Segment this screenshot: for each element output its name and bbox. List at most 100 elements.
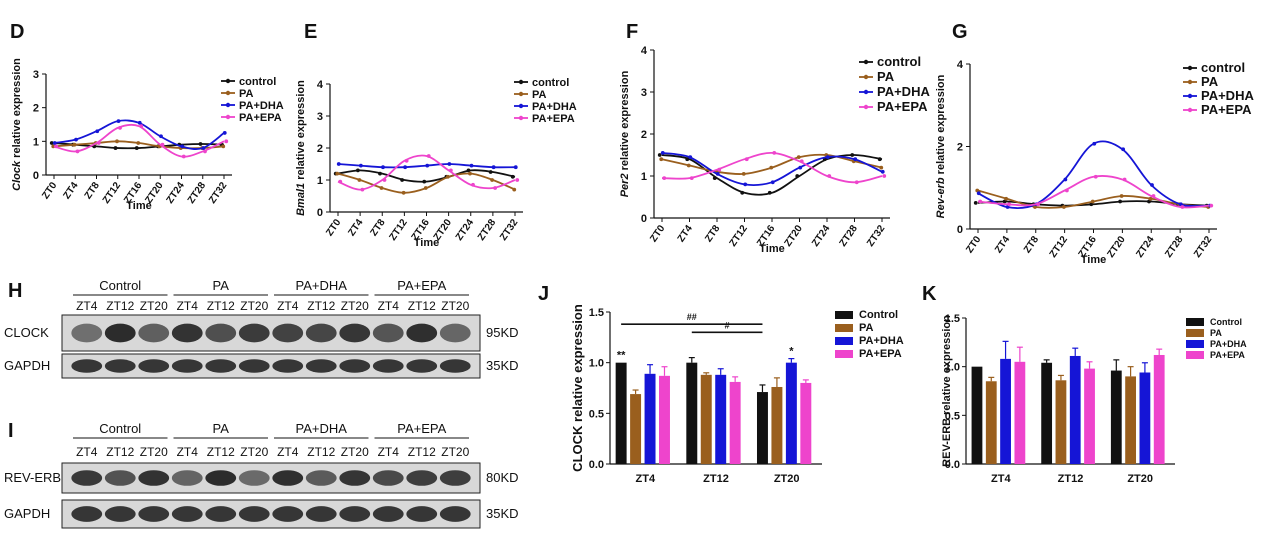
bar — [1000, 358, 1011, 464]
data-point — [401, 190, 406, 195]
lane-label: ZT12 — [106, 445, 134, 459]
panel-label: E — [304, 21, 317, 43]
data-point — [1119, 194, 1124, 198]
data-point — [203, 149, 207, 154]
data-point — [712, 176, 717, 181]
x-tick-label: ZT4 — [676, 223, 695, 244]
blot-band — [439, 506, 471, 522]
significance-mark: ## — [687, 312, 697, 322]
x-tick-label: ZT12 — [387, 217, 410, 243]
y-tick-label: 1 — [33, 136, 39, 148]
data-point — [769, 165, 774, 170]
y-axis-label-gene: Clock — [11, 160, 23, 191]
data-point — [159, 134, 163, 139]
blot-band — [104, 359, 136, 373]
data-point — [422, 179, 427, 184]
y-tick-label: 0.5 — [945, 410, 960, 422]
data-point — [338, 179, 343, 184]
blot-band — [238, 470, 270, 486]
lane-label: ZT12 — [307, 445, 335, 459]
data-point — [491, 165, 496, 170]
x-tick-label: ZT0 — [964, 234, 983, 255]
data-point — [1061, 205, 1066, 209]
bar — [756, 392, 768, 464]
legend-label: PA+DHA — [1201, 88, 1254, 103]
bar — [729, 381, 741, 464]
bar — [1041, 362, 1053, 464]
legend-marker — [518, 103, 524, 109]
legend-marker — [1187, 107, 1193, 113]
data-point — [201, 146, 206, 150]
data-point — [877, 157, 882, 162]
data-point — [1063, 177, 1068, 182]
x-tick-label: ZT12 — [728, 223, 751, 249]
legend-label: Control — [859, 309, 898, 321]
data-point — [1151, 194, 1156, 198]
blot-band — [171, 359, 203, 373]
data-point — [198, 142, 203, 146]
y-tick-label: 4 — [641, 45, 648, 57]
blot-band — [238, 359, 270, 373]
y-tick-label: 2 — [33, 103, 39, 115]
group-label: Control — [99, 278, 141, 293]
x-tick-label: ZT32 — [207, 180, 230, 206]
blot-band — [439, 359, 471, 373]
blot-band — [171, 506, 203, 522]
blot-band — [372, 359, 404, 373]
series-line-pa-epa — [337, 154, 516, 191]
legend-label: PA+DHA — [877, 84, 930, 99]
x-tick-label: ZT32 — [1192, 234, 1215, 260]
bar — [1014, 361, 1026, 464]
y-tick-label: 4 — [317, 79, 324, 91]
x-tick-label: ZT32 — [865, 223, 888, 249]
legend-marker — [863, 89, 869, 95]
blot-panel-h: H Control PA PA+DHA PA+EPA ZT4 ZT12 ZT20 ZT4 ZT12… — [4, 278, 519, 379]
legend-label: control — [877, 54, 921, 69]
data-point — [660, 151, 665, 155]
data-point — [137, 120, 142, 125]
y-tick-label: 1.0 — [589, 358, 604, 370]
x-tick-label: ZT28 — [838, 223, 861, 249]
data-point — [113, 146, 118, 150]
panel-j: J 0.0 0.5 1.0 1.5 CLOCK relative expression ZT… — [538, 283, 904, 485]
data-point — [854, 180, 859, 185]
data-point — [54, 144, 59, 149]
legend-label: PA — [239, 88, 254, 100]
x-axis-label: Time — [414, 237, 439, 249]
data-point — [1118, 199, 1123, 204]
data-point — [688, 155, 693, 160]
x-tick-label: ZT4 — [636, 473, 656, 485]
data-point — [355, 168, 360, 173]
y-tick-label: 1.0 — [945, 362, 960, 374]
lane-label: ZT20 — [341, 299, 369, 313]
data-point — [853, 157, 858, 162]
y-tick-label: 3 — [33, 69, 39, 81]
row-label: GAPDH — [4, 358, 50, 373]
group-label: PA+DHA — [296, 421, 348, 436]
x-tick-label: ZT28 — [1163, 234, 1186, 260]
data-point — [75, 149, 80, 154]
data-point — [180, 144, 185, 149]
blot-band — [439, 323, 471, 343]
legend-label: PA+DHA — [239, 100, 284, 112]
data-point — [378, 171, 382, 176]
bar — [785, 362, 797, 464]
blot-band — [305, 470, 337, 486]
data-point — [513, 165, 518, 170]
y-tick-label: 1.5 — [589, 307, 604, 319]
group-label: PA — [213, 421, 230, 436]
x-tick-label: ZT12 — [703, 473, 729, 485]
data-point — [770, 180, 775, 185]
x-tick-label: ZT28 — [186, 180, 209, 206]
bar-chart-panels: J 0.0 0.5 1.0 1.5 CLOCK relative expression ZT… — [538, 283, 1247, 485]
bar — [715, 374, 727, 464]
series-line-pa-dha — [977, 140, 1210, 210]
blot-band — [238, 323, 270, 343]
legend-marker — [1187, 93, 1193, 99]
legend-marker — [225, 114, 231, 120]
blot-band — [372, 506, 404, 522]
panel-label: I — [8, 420, 14, 442]
y-axis-label: Per2 relative expression — [619, 70, 631, 197]
